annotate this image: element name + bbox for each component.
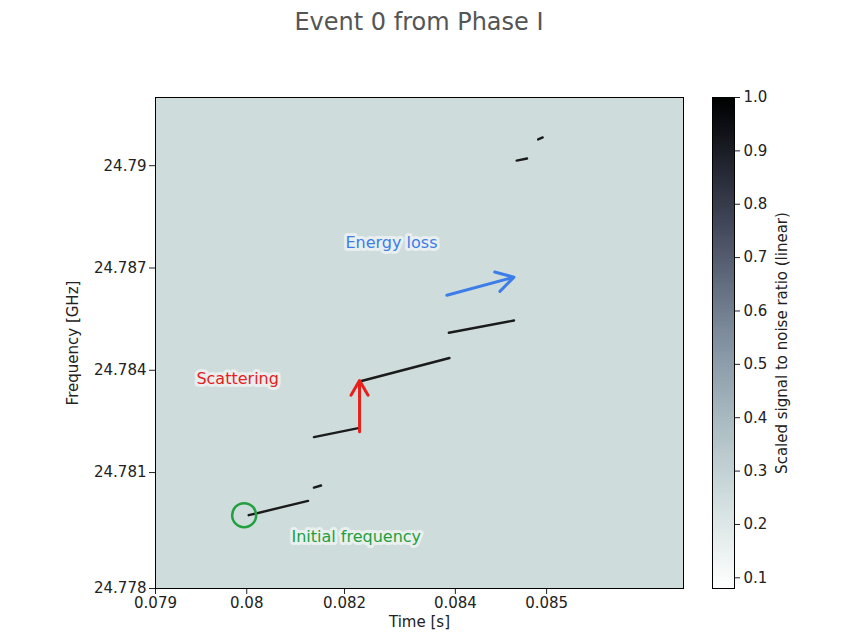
svg-text:Time [s]: Time [s] <box>388 613 450 631</box>
svg-text:0.7: 0.7 <box>744 248 768 266</box>
svg-text:1.0: 1.0 <box>744 88 768 106</box>
svg-text:0.9: 0.9 <box>744 142 768 160</box>
svg-text:0.084: 0.084 <box>434 594 477 612</box>
svg-text:24.79: 24.79 <box>104 156 147 174</box>
svg-text:24.784: 24.784 <box>94 361 147 379</box>
svg-text:24.781: 24.781 <box>94 463 147 481</box>
svg-text:24.778: 24.778 <box>94 579 147 597</box>
svg-text:0.8: 0.8 <box>744 195 768 213</box>
svg-text:0.082: 0.082 <box>323 594 366 612</box>
svg-text:Initial frequency: Initial frequency <box>291 527 421 546</box>
svg-text:0.2: 0.2 <box>744 515 768 533</box>
svg-text:0.5: 0.5 <box>744 355 768 373</box>
svg-text:Scattering: Scattering <box>196 369 278 388</box>
svg-text:0.085: 0.085 <box>525 594 568 612</box>
svg-text:Scaled signal to noise ratio (: Scaled signal to noise ratio (linear) <box>773 212 791 474</box>
svg-text:Energy loss: Energy loss <box>345 233 437 252</box>
svg-text:0.4: 0.4 <box>744 409 768 427</box>
html-text:Event 0 from Phase I: Event 0 from Phase I <box>294 8 544 36</box>
svg-text:24.787: 24.787 <box>94 259 147 277</box>
svg-text:0.3: 0.3 <box>744 462 768 480</box>
svg-text:0.6: 0.6 <box>744 302 768 320</box>
svg-text:Frequency [GHz]: Frequency [GHz] <box>64 281 82 406</box>
svg-text:0.079: 0.079 <box>134 594 177 613</box>
svg-text:0.1: 0.1 <box>744 569 768 587</box>
svg-text:0.08: 0.08 <box>230 594 263 612</box>
